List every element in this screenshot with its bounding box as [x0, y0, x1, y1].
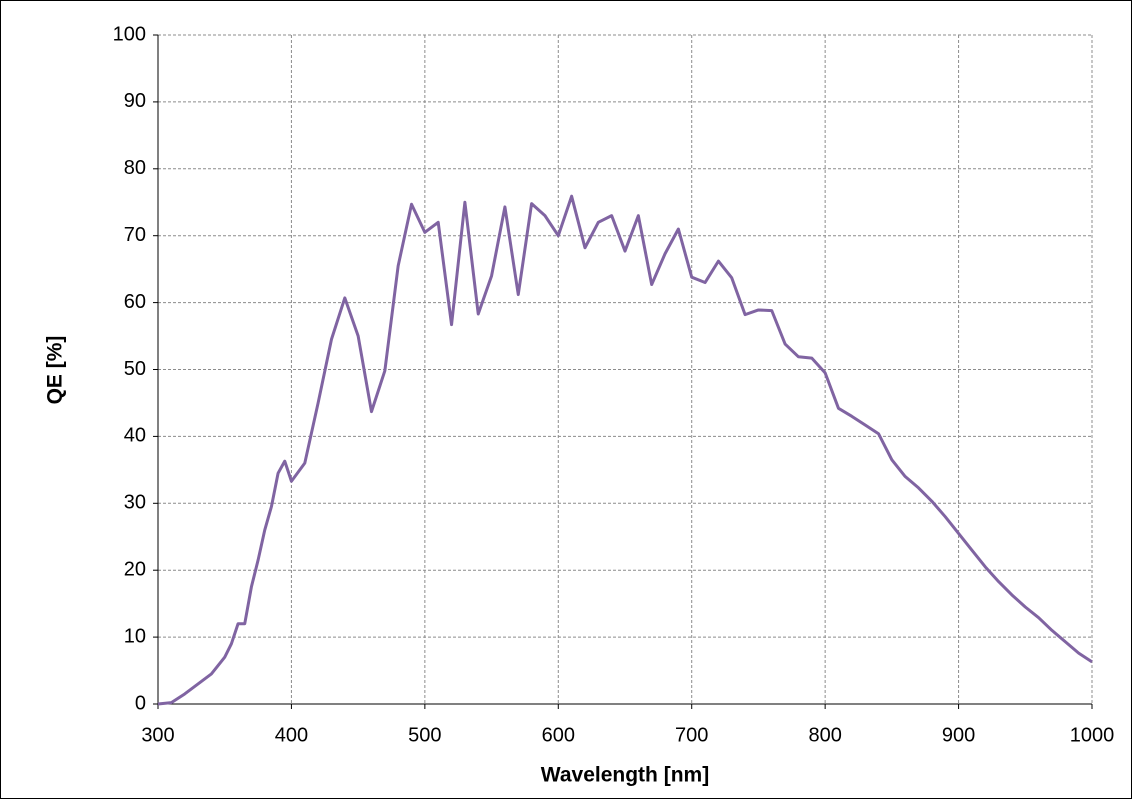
- x-tick-label: 500: [408, 724, 441, 746]
- y-tick-label: 30: [124, 492, 146, 514]
- x-tick-label: 600: [542, 724, 575, 746]
- y-tick-label: 90: [124, 90, 146, 112]
- y-tick-label: 0: [135, 692, 146, 714]
- y-tick-label: 50: [124, 358, 146, 380]
- x-tick-label: 1000: [1070, 724, 1115, 746]
- data-line: [157, 194, 1093, 706]
- y-tick-label: 20: [124, 558, 146, 580]
- x-axis-title: Wavelength [nm]: [541, 764, 709, 787]
- x-tick-label: 400: [275, 724, 308, 746]
- y-tick-label: 40: [124, 425, 146, 447]
- y-tick-label: 10: [124, 625, 146, 647]
- y-tick-label: 80: [124, 157, 146, 179]
- x-tick-label: 300: [141, 724, 174, 746]
- y-tick-label: 70: [124, 224, 146, 246]
- y-axis-title: QE [%]: [44, 336, 67, 405]
- y-tick-label: 60: [124, 291, 146, 313]
- x-tick-label: 700: [675, 724, 708, 746]
- x-tick-label: 800: [808, 724, 841, 746]
- x-tick-label: 900: [942, 724, 975, 746]
- y-tick-label: 100: [113, 23, 146, 45]
